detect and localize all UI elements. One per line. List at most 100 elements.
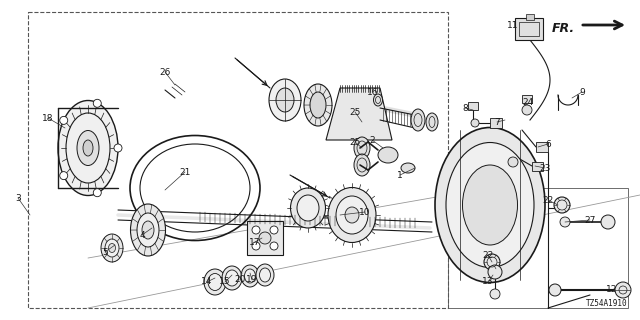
Circle shape (270, 226, 278, 234)
Circle shape (252, 226, 260, 234)
Circle shape (490, 289, 500, 299)
Circle shape (270, 242, 278, 250)
Text: 10: 10 (359, 207, 371, 217)
Circle shape (259, 232, 271, 244)
Text: 13: 13 (483, 277, 493, 286)
Ellipse shape (446, 142, 534, 268)
Ellipse shape (137, 213, 159, 247)
Circle shape (252, 242, 260, 250)
Bar (515, 18, 543, 40)
Ellipse shape (83, 140, 93, 156)
Circle shape (488, 265, 502, 279)
Ellipse shape (105, 239, 119, 257)
Circle shape (508, 157, 518, 167)
Text: 6: 6 (545, 140, 551, 148)
Text: 18: 18 (42, 114, 54, 123)
Text: 25: 25 (349, 138, 361, 147)
Ellipse shape (131, 204, 166, 256)
Bar (526, 14, 534, 20)
Text: 20: 20 (234, 276, 246, 284)
Text: TZ54A1910: TZ54A1910 (586, 299, 628, 308)
Ellipse shape (58, 100, 118, 196)
Ellipse shape (345, 207, 359, 223)
Ellipse shape (204, 269, 226, 295)
Text: 16: 16 (367, 87, 379, 97)
Text: 22: 22 (542, 196, 554, 204)
Text: 4: 4 (139, 230, 145, 239)
Ellipse shape (225, 270, 239, 286)
Ellipse shape (276, 88, 294, 112)
Text: 5: 5 (102, 247, 108, 257)
Ellipse shape (241, 265, 259, 287)
Polygon shape (326, 88, 392, 140)
Text: 25: 25 (349, 108, 361, 116)
Circle shape (114, 144, 122, 152)
Ellipse shape (297, 195, 319, 221)
Ellipse shape (401, 163, 415, 173)
Ellipse shape (109, 244, 115, 252)
Bar (468, 102, 478, 110)
Bar (522, 95, 532, 103)
Text: 19: 19 (246, 276, 258, 284)
Circle shape (60, 172, 68, 180)
Circle shape (93, 99, 101, 107)
Ellipse shape (304, 84, 332, 126)
Circle shape (560, 217, 570, 227)
Text: 14: 14 (202, 277, 212, 286)
Circle shape (554, 197, 570, 213)
Text: 24: 24 (522, 98, 534, 107)
Bar (247, 221, 283, 255)
Ellipse shape (354, 154, 370, 176)
Ellipse shape (336, 196, 368, 234)
Circle shape (471, 119, 479, 127)
Bar (519, 22, 539, 36)
Text: 22: 22 (483, 251, 493, 260)
Ellipse shape (259, 268, 271, 282)
Ellipse shape (435, 127, 545, 283)
Bar (532, 162, 543, 171)
Ellipse shape (208, 274, 222, 291)
Circle shape (93, 189, 101, 197)
Ellipse shape (411, 109, 425, 131)
Bar (536, 142, 548, 152)
Circle shape (601, 215, 615, 229)
Ellipse shape (256, 264, 274, 286)
Ellipse shape (142, 221, 154, 239)
Text: 1: 1 (397, 171, 403, 180)
Text: 11: 11 (508, 20, 519, 29)
Text: 2: 2 (369, 135, 375, 145)
Ellipse shape (222, 266, 242, 290)
Text: 7: 7 (494, 117, 500, 126)
Circle shape (484, 254, 500, 270)
Text: 8: 8 (462, 103, 468, 113)
Ellipse shape (378, 147, 398, 163)
Circle shape (549, 284, 561, 296)
Ellipse shape (463, 165, 518, 245)
Text: 3: 3 (15, 194, 21, 203)
Ellipse shape (310, 92, 326, 118)
Bar (448, 188, 628, 308)
Text: 17: 17 (249, 237, 260, 246)
Bar (28, 12, 448, 308)
Ellipse shape (244, 269, 255, 283)
Ellipse shape (374, 94, 383, 106)
Text: 15: 15 (220, 277, 231, 286)
Ellipse shape (101, 234, 123, 262)
Ellipse shape (269, 79, 301, 121)
Ellipse shape (426, 113, 438, 131)
Ellipse shape (354, 137, 370, 159)
Text: 27: 27 (584, 215, 596, 225)
Circle shape (522, 105, 532, 115)
Circle shape (60, 116, 68, 124)
Ellipse shape (77, 131, 99, 165)
Text: FR.: FR. (552, 21, 575, 35)
Text: 26: 26 (159, 68, 171, 76)
Circle shape (615, 282, 631, 298)
Text: 21: 21 (179, 167, 191, 177)
Bar (490, 118, 502, 128)
Text: 9: 9 (579, 87, 585, 97)
Ellipse shape (328, 188, 376, 243)
Text: 12: 12 (606, 285, 618, 294)
Text: 23: 23 (540, 164, 550, 172)
Ellipse shape (291, 188, 326, 228)
